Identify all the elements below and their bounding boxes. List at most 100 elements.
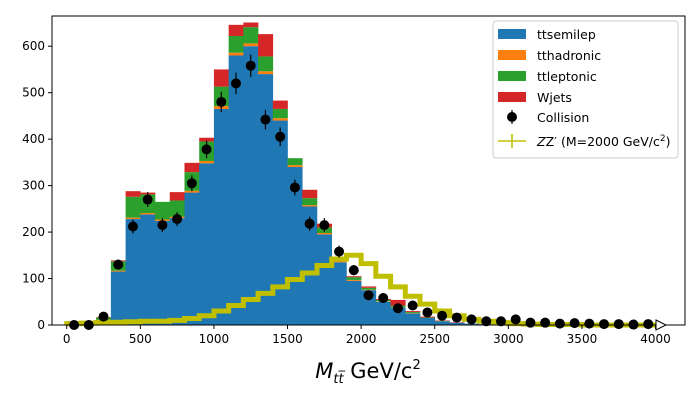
bar-ttsemilep-2200 <box>390 307 406 325</box>
bar-ttsemilep-400 <box>125 219 141 325</box>
bar-tthadronic-1700 <box>316 233 332 235</box>
bar-ttsemilep-600 <box>155 220 171 325</box>
collision-point-3900 <box>643 319 654 330</box>
bar-ttsemilep-500 <box>140 214 156 325</box>
collision-point-1200 <box>245 60 256 71</box>
bar-tthadronic-800 <box>184 190 200 193</box>
bar-ttleptonic-1100 <box>228 35 244 53</box>
x-tick-label-3500: 3500 <box>567 332 598 346</box>
bar-ttsemilep-1000 <box>213 108 229 326</box>
bar-ttsemilep-2500 <box>434 321 450 325</box>
legend-label-signal-text: Z′ (M=2000 GeV/c <box>546 134 660 149</box>
x-axis-end-marker <box>655 319 668 331</box>
collision-point-900 <box>201 144 212 155</box>
collision-point-2000 <box>363 290 374 301</box>
bar-ttsemilep-2600 <box>449 322 465 325</box>
collision-point-2700 <box>466 314 477 325</box>
bar-ttleptonic-1900 <box>346 277 362 280</box>
collision-point-2400 <box>422 307 433 318</box>
bar-wjets-800 <box>184 162 200 173</box>
bar-ttleptonic-400 <box>125 196 141 218</box>
legend-swatch-ttleptonic <box>498 71 526 81</box>
legend-swatch-wjets <box>498 92 526 102</box>
x-tick-label-1500: 1500 <box>272 332 303 346</box>
bar-ttsemilep-2400 <box>420 318 436 325</box>
signal-histogram <box>64 252 656 328</box>
bar-ttsemilep-300 <box>110 271 126 325</box>
bar-wjets-2000 <box>361 286 377 288</box>
y-tick-label-100: 100 <box>22 272 45 286</box>
x-axis-label: Mtt̅ GeV/c2 <box>315 358 420 387</box>
collision-point-3300 <box>554 318 565 329</box>
bar-ttsemilep-1100 <box>228 55 244 325</box>
collision-point-2300 <box>407 300 418 311</box>
y-tick-label-300: 300 <box>22 179 45 193</box>
bar-ttsemilep-1900 <box>346 280 362 325</box>
bar-ttleptonic-600 <box>155 201 171 220</box>
collision-point-500 <box>142 194 153 205</box>
legend-label-signal: ZZ′ (M=2000 GeV/c2) <box>536 134 671 149</box>
y-tick-label-400: 400 <box>22 132 45 146</box>
collision-point-300 <box>113 259 124 270</box>
bar-wjets-400 <box>125 191 141 197</box>
bar-wjets-1300 <box>258 34 274 57</box>
bar-tthadronic-1900 <box>346 279 362 281</box>
bar-wjets-700 <box>169 192 185 201</box>
collision-point-3000 <box>510 314 521 325</box>
signal-line <box>64 252 656 328</box>
legend-label-tthadronic: tthadronic <box>537 48 601 63</box>
bar-ttleptonic-2300 <box>405 311 421 313</box>
plot-frame <box>51 15 686 326</box>
bar-ttsemilep-900 <box>199 163 215 325</box>
collision-point-3400 <box>569 318 580 329</box>
collision-point-2900 <box>495 316 506 327</box>
bar-tthadronic-1200 <box>243 43 259 47</box>
collision-point-3500 <box>584 318 595 329</box>
stacked-bars <box>96 22 524 326</box>
collision-point-2200 <box>392 303 403 314</box>
bar-ttsemilep-1700 <box>316 234 332 325</box>
legend-label-signal-end: ) <box>666 134 671 149</box>
legend-swatch-tthadronic <box>498 50 526 60</box>
collision-point-700 <box>172 214 183 225</box>
collision-point-1100 <box>231 78 242 89</box>
bar-tthadronic-1800 <box>331 261 347 263</box>
collision-point-1000 <box>216 96 227 107</box>
legend-label-ttleptonic: ttleptonic <box>537 69 597 84</box>
bar-tthadronic-300 <box>110 270 126 272</box>
collision-point-1400 <box>275 131 286 142</box>
collision-point-3700 <box>613 319 624 330</box>
bar-wjets-900 <box>199 137 215 142</box>
x-tick-label-3000: 3000 <box>493 332 524 346</box>
y-tick-label-600: 600 <box>22 39 45 53</box>
legend-label-signal-sup: 2 <box>660 134 666 144</box>
collision-point-1700 <box>319 220 330 231</box>
bar-ttsemilep-1600 <box>302 206 318 325</box>
x-axis: 0 500 1000 1500 2000 2500 3000 3500 4000 <box>63 325 671 346</box>
collision-point-2500 <box>437 310 448 321</box>
bar-wjets-1100 <box>228 24 244 36</box>
y-tick-label-500: 500 <box>22 86 45 100</box>
bar-tthadronic-1100 <box>228 52 244 56</box>
collision-point-2100 <box>378 293 389 304</box>
bar-ttsemilep-2300 <box>405 313 421 325</box>
bar-tthadronic-1300 <box>258 71 274 75</box>
bar-tthadronic-1400 <box>272 118 288 121</box>
legend-marker-signal <box>498 134 526 148</box>
legend-label-ttsemilep: ttsemilep <box>537 27 596 42</box>
x-tick-label-2000: 2000 <box>346 332 377 346</box>
collision-point-1600 <box>304 218 315 229</box>
bar-wjets-1400 <box>272 100 288 109</box>
bar-ttleptonic-1400 <box>272 108 288 119</box>
bar-wjets-1600 <box>302 189 318 199</box>
bar-tthadronic-400 <box>125 217 141 220</box>
collision-point-1300 <box>260 114 271 125</box>
legend-frame <box>492 20 679 159</box>
bar-tthadronic-1600 <box>302 205 318 207</box>
bar-ttsemilep-2000 <box>361 290 377 325</box>
bar-tthadronic-500 <box>140 213 156 215</box>
legend-marker-collision <box>507 110 517 124</box>
bar-wjets-2200 <box>390 299 406 306</box>
collision-point-1800 <box>334 246 345 257</box>
